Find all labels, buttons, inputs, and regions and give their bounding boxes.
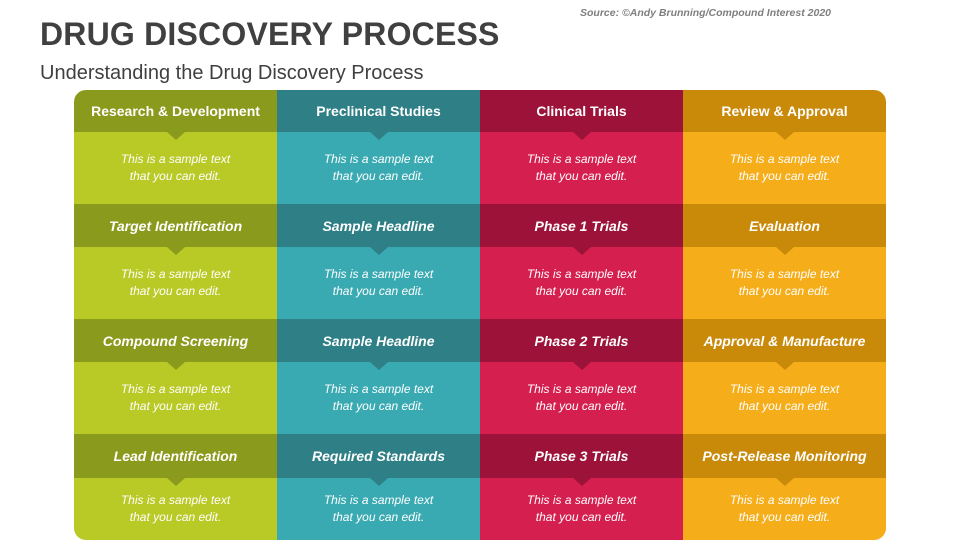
body-line-2: that you can edit. bbox=[129, 284, 222, 298]
body-line-1: This is a sample text bbox=[120, 493, 231, 507]
body-line-1: This is a sample text bbox=[526, 382, 637, 396]
row-headline: Compound Screening bbox=[74, 319, 277, 362]
row-headline: Evaluation bbox=[683, 204, 886, 247]
header-notch bbox=[166, 132, 185, 140]
column-header: Review & Approval bbox=[683, 90, 886, 132]
row-headline: Phase 1 Trials bbox=[480, 204, 683, 247]
column-research-development: Research & Development This is a sample … bbox=[74, 90, 277, 540]
headline-notch bbox=[369, 362, 388, 370]
body-text: This is a sample text that you can edit. bbox=[74, 247, 277, 319]
body-text: This is a sample text that you can edit. bbox=[683, 478, 886, 540]
body-line-2: that you can edit. bbox=[535, 169, 628, 183]
body-line-2: that you can edit. bbox=[332, 169, 425, 183]
headline-notch bbox=[572, 247, 591, 255]
body-text: This is a sample text that you can edit. bbox=[480, 247, 683, 319]
headline-notch bbox=[369, 478, 388, 486]
body-line-1: This is a sample text bbox=[120, 152, 231, 166]
row-headline: Post-Release Monitoring bbox=[683, 434, 886, 478]
body-line-2: that you can edit. bbox=[332, 284, 425, 298]
headline-notch bbox=[166, 247, 185, 255]
column-clinical-trials: Clinical Trials This is a sample text th… bbox=[480, 90, 683, 540]
header-notch bbox=[369, 132, 388, 140]
body-line-1: This is a sample text bbox=[120, 267, 231, 281]
body-line-1: This is a sample text bbox=[120, 382, 231, 396]
body-text: This is a sample text that you can edit. bbox=[683, 247, 886, 319]
body-line-1: This is a sample text bbox=[323, 267, 434, 281]
body-text: This is a sample text that you can edit. bbox=[480, 478, 683, 540]
header-notch bbox=[572, 132, 591, 140]
row-headline: Phase 3 Trials bbox=[480, 434, 683, 478]
body-line-2: that you can edit. bbox=[535, 399, 628, 413]
body-line-2: that you can edit. bbox=[738, 510, 831, 524]
row-headline: Phase 2 Trials bbox=[480, 319, 683, 362]
body-text: This is a sample text that you can edit. bbox=[74, 478, 277, 540]
row-headline: Approval & Manufacture bbox=[683, 319, 886, 362]
column-header: Research & Development bbox=[74, 90, 277, 132]
headline-notch bbox=[775, 478, 794, 486]
body-line-2: that you can edit. bbox=[535, 510, 628, 524]
headline-notch bbox=[572, 478, 591, 486]
source-credit: Source: ©Andy Brunning/Compound Interest… bbox=[580, 7, 832, 19]
body-line-1: This is a sample text bbox=[526, 267, 637, 281]
row-headline: Sample Headline bbox=[277, 204, 480, 247]
headline-notch bbox=[572, 362, 591, 370]
headline-notch bbox=[369, 247, 388, 255]
process-table: Research & Development This is a sample … bbox=[74, 90, 886, 540]
body-text: This is a sample text that you can edit. bbox=[277, 247, 480, 319]
body-line-1: This is a sample text bbox=[526, 493, 637, 507]
body-text: This is a sample text that you can edit. bbox=[683, 132, 886, 204]
body-text: This is a sample text that you can edit. bbox=[74, 132, 277, 204]
body-line-1: This is a sample text bbox=[729, 267, 840, 281]
body-line-2: that you can edit. bbox=[332, 399, 425, 413]
body-text: This is a sample text that you can edit. bbox=[480, 362, 683, 434]
body-line-1: This is a sample text bbox=[729, 152, 840, 166]
body-line-2: that you can edit. bbox=[535, 284, 628, 298]
row-headline: Lead Identification bbox=[74, 434, 277, 478]
body-line-1: This is a sample text bbox=[729, 493, 840, 507]
body-text: This is a sample text that you can edit. bbox=[277, 478, 480, 540]
column-header: Clinical Trials bbox=[480, 90, 683, 132]
column-header: Preclinical Studies bbox=[277, 90, 480, 132]
row-headline: Sample Headline bbox=[277, 319, 480, 362]
body-line-2: that you can edit. bbox=[738, 399, 831, 413]
body-text: This is a sample text that you can edit. bbox=[277, 362, 480, 434]
body-text: This is a sample text that you can edit. bbox=[74, 362, 277, 434]
body-line-1: This is a sample text bbox=[323, 152, 434, 166]
row-headline: Required Standards bbox=[277, 434, 480, 478]
headline-notch bbox=[166, 362, 185, 370]
body-text: This is a sample text that you can edit. bbox=[480, 132, 683, 204]
body-line-1: This is a sample text bbox=[323, 493, 434, 507]
body-text: This is a sample text that you can edit. bbox=[683, 362, 886, 434]
column-review-approval: Review & Approval This is a sample text … bbox=[683, 90, 886, 540]
page-subtitle: Understanding the Drug Discovery Process bbox=[40, 62, 424, 84]
body-line-2: that you can edit. bbox=[738, 284, 831, 298]
body-line-2: that you can edit. bbox=[332, 510, 425, 524]
row-headline: Target Identification bbox=[74, 204, 277, 247]
body-line-2: that you can edit. bbox=[129, 399, 222, 413]
headline-notch bbox=[775, 362, 794, 370]
headline-notch bbox=[166, 478, 185, 486]
headline-notch bbox=[775, 247, 794, 255]
page-title: DRUG DISCOVERY PROCESS bbox=[40, 16, 500, 52]
body-line-2: that you can edit. bbox=[738, 169, 831, 183]
body-line-1: This is a sample text bbox=[526, 152, 637, 166]
column-preclinical-studies: Preclinical Studies This is a sample tex… bbox=[277, 90, 480, 540]
body-line-1: This is a sample text bbox=[323, 382, 434, 396]
body-text: This is a sample text that you can edit. bbox=[277, 132, 480, 204]
header-notch bbox=[775, 132, 794, 140]
body-line-2: that you can edit. bbox=[129, 169, 222, 183]
body-line-2: that you can edit. bbox=[129, 510, 222, 524]
body-line-1: This is a sample text bbox=[729, 382, 840, 396]
